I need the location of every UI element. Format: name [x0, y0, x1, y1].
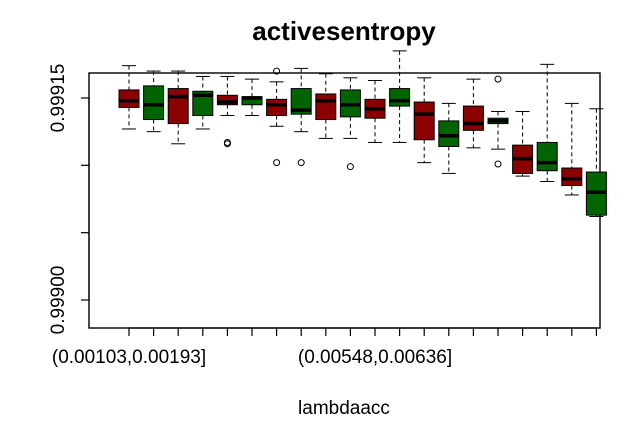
y-tick-label: 0.99915	[48, 64, 69, 133]
box-body	[315, 93, 337, 121]
box-8	[290, 67, 312, 167]
box-10	[339, 77, 361, 171]
x-tick-label: (0.00103,0.00193]	[52, 347, 206, 368]
box-body	[167, 88, 189, 125]
box-19	[561, 102, 583, 196]
box-body	[290, 88, 312, 115]
box-2	[143, 70, 165, 133]
box-body	[143, 85, 165, 121]
box-body	[266, 98, 288, 117]
box-4	[192, 75, 214, 130]
outlier-point	[494, 75, 502, 83]
y-tick-label: 0.99900	[48, 266, 69, 335]
box-1	[118, 65, 140, 130]
box-body	[118, 89, 140, 108]
box-12	[389, 50, 411, 143]
box-9	[315, 73, 337, 139]
box-3	[167, 70, 189, 145]
box-body	[536, 141, 558, 172]
box-15	[462, 78, 484, 149]
y-axis: 0.99900 0.99915	[48, 64, 90, 335]
box-body	[216, 94, 238, 106]
outlier-point	[297, 159, 305, 167]
box-body	[561, 167, 583, 187]
chart-title: activesentropy	[252, 16, 436, 46]
box-body	[389, 88, 411, 107]
x-axis-label: lambdaacc	[298, 398, 390, 419]
box-5	[216, 75, 238, 148]
x-axis: (0.00103,0.00193] (0.00548,0.00636]	[52, 327, 598, 368]
box-7	[266, 67, 288, 167]
box-17	[512, 110, 534, 177]
box-20	[585, 108, 607, 218]
box-14	[438, 102, 460, 174]
box-13	[413, 77, 435, 164]
box-16	[487, 75, 509, 168]
outlier-point	[346, 163, 354, 171]
box-body	[192, 90, 214, 117]
x-tick-label: (0.00548,0.00636]	[298, 347, 452, 368]
outlier-point	[494, 160, 502, 168]
outlier-point	[223, 140, 231, 148]
box-body	[438, 120, 460, 147]
outlier-point	[273, 67, 281, 75]
box-11	[364, 79, 386, 143]
box-body	[413, 101, 435, 141]
box-body	[462, 105, 484, 131]
box-6	[241, 78, 263, 117]
box-group	[118, 50, 607, 218]
box-18	[536, 63, 558, 182]
outlier-point	[273, 159, 281, 167]
